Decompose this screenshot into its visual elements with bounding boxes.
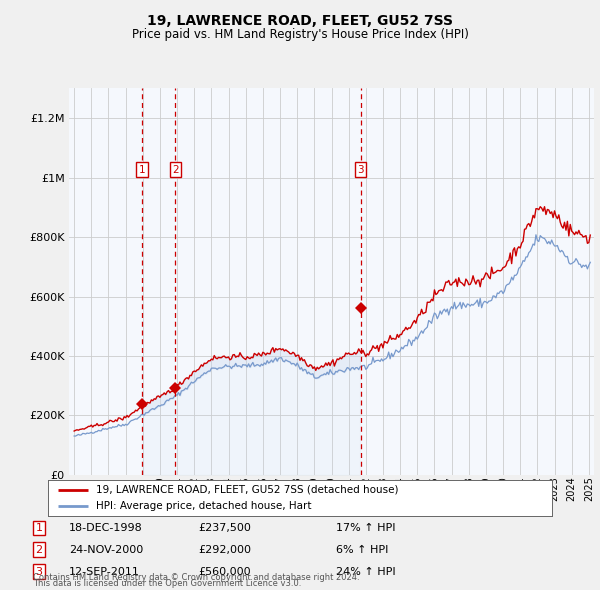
Text: £292,000: £292,000 [198, 545, 251, 555]
Text: 24% ↑ HPI: 24% ↑ HPI [336, 567, 395, 576]
Text: 3: 3 [35, 567, 43, 576]
Text: Price paid vs. HM Land Registry's House Price Index (HPI): Price paid vs. HM Land Registry's House … [131, 28, 469, 41]
Text: 12-SEP-2011: 12-SEP-2011 [69, 567, 140, 576]
Text: 19, LAWRENCE ROAD, FLEET, GU52 7SS (detached house): 19, LAWRENCE ROAD, FLEET, GU52 7SS (deta… [96, 484, 398, 494]
Text: 2: 2 [172, 165, 179, 175]
Text: 6% ↑ HPI: 6% ↑ HPI [336, 545, 388, 555]
Text: 1: 1 [35, 523, 43, 533]
Text: 19, LAWRENCE ROAD, FLEET, GU52 7SS: 19, LAWRENCE ROAD, FLEET, GU52 7SS [147, 14, 453, 28]
Text: £560,000: £560,000 [198, 567, 251, 576]
Text: 24-NOV-2000: 24-NOV-2000 [69, 545, 143, 555]
Text: 2: 2 [35, 545, 43, 555]
Text: 1: 1 [139, 165, 145, 175]
Text: Contains HM Land Registry data © Crown copyright and database right 2024.: Contains HM Land Registry data © Crown c… [33, 573, 359, 582]
Text: HPI: Average price, detached house, Hart: HPI: Average price, detached house, Hart [96, 502, 311, 512]
Text: 18-DEC-1998: 18-DEC-1998 [69, 523, 143, 533]
Text: 17% ↑ HPI: 17% ↑ HPI [336, 523, 395, 533]
Text: This data is licensed under the Open Government Licence v3.0.: This data is licensed under the Open Gov… [33, 579, 301, 588]
Text: 3: 3 [358, 165, 364, 175]
Text: £237,500: £237,500 [198, 523, 251, 533]
